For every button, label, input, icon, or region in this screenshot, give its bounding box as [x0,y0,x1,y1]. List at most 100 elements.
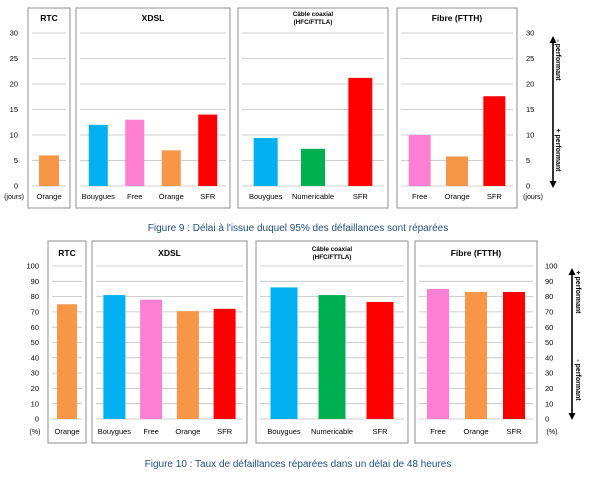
y-tick-label-left: 20 [31,384,39,393]
arrow-up-icon [549,36,557,43]
unit-label-right: (jours) [523,194,543,201]
y-tick-label-left: 70 [31,308,39,317]
category-label: Numericable [292,192,334,201]
y-tick-label-right: 50 [545,338,553,347]
category-label: Free [412,192,427,201]
category-label: Orange [159,192,184,201]
category-label: Orange [463,427,488,436]
bar-numericable [318,295,346,419]
bar-bouygues [88,124,108,186]
category-label: Orange [175,427,200,436]
bar-free [408,135,431,186]
y-tick-label-left: 10 [31,399,39,408]
y-tick-label-left: 25 [10,54,18,63]
y-tick-label-right: 60 [545,323,553,332]
category-label: SFR [487,192,503,201]
figure-10-chart: 0 0 10 10 20 20 30 30 40 40 50 50 60 60 70 70 80 80 90 90 10… [26,240,581,444]
panel-title: RTC [58,248,75,258]
y-tick-label-right: 10 [526,131,534,140]
category-label: Free [127,192,142,201]
category-label: SFR [200,192,216,201]
unit-label-left: (jours) [4,194,24,201]
unit-label-left: (%) [30,429,41,436]
category-label: SFR [373,427,389,436]
category-label: SFR [353,192,369,201]
y-tick-label-left: 15 [10,105,18,114]
figure-10-caption: Figure 10 : Taux de défaillances réparée… [145,459,452,470]
y-tick-label-left: 90 [31,277,39,286]
panel-title: Fibre (FTTH) [432,13,483,23]
bar-numericable [301,148,325,186]
panel-title: Câble coaxial [293,11,334,18]
y-tick-label-right: 5 [526,156,530,165]
y-tick-label-right: 70 [545,308,553,317]
arrow-down-icon [568,413,576,420]
category-label: Orange [54,427,79,436]
panel-title: XDSL [142,13,165,23]
category-label: Free [143,427,158,436]
y-tick-label-left: 10 [10,131,18,140]
panel-subtitle: (HFC/FTTLA) [294,19,333,26]
y-tick-label-right: 0 [545,415,549,424]
category-label: Bouygues [82,192,116,201]
bar-sfr [348,77,373,186]
y-tick-label-right: 20 [545,384,553,393]
y-tick-label-right: 40 [545,353,553,362]
unit-label-right: (%) [547,429,558,436]
category-label: SFR [507,427,523,436]
y-tick-label-left: 0 [14,182,18,191]
y-tick-label-right: 90 [545,277,553,286]
y-tick-label-left: 5 [14,156,18,165]
category-label: Orange [444,192,469,201]
bar-sfr [213,308,236,419]
y-tick-label-right: 30 [545,369,553,378]
bar-bouygues [103,295,126,419]
panel-title: Câble coaxial [312,246,353,253]
y-tick-label-left: 30 [10,29,18,38]
y-tick-label-left: 30 [31,369,39,378]
y-tick-label-left: 80 [31,292,39,301]
y-tick-label-right: 30 [526,29,534,38]
y-tick-label-left: 50 [31,338,39,347]
bar-orange [465,292,487,419]
y-tick-label-left: 40 [31,353,39,362]
panel-subtitle: (HFC/FTTLA) [313,254,352,261]
category-label: Bouygues [98,427,132,436]
performance-label-top: - performant [554,39,561,81]
arrow-up-icon [568,268,576,275]
bar-bouygues [253,138,278,186]
y-tick-label-left: 100 [26,262,39,271]
y-tick-label-right: 20 [526,80,534,89]
bar-orange [176,311,199,419]
panel-title: Fibre (FTTH) [451,248,502,258]
performance-label-bottom: - performant [574,359,581,401]
bar-orange [161,150,181,186]
bar-free [427,288,449,419]
category-label: Free [430,427,445,436]
performance-label-bottom: + performant [554,129,561,173]
bar-orange [57,304,77,419]
bar-sfr [198,114,218,186]
panel-title: RTC [40,13,57,23]
bar-free [140,299,163,419]
y-tick-label-right: 10 [545,399,553,408]
bar-sfr [483,96,506,186]
category-label: Orange [36,192,61,201]
category-label: Bouygues [249,192,283,201]
panel-title: XDSL [158,248,181,258]
y-tick-label-right: 0 [526,182,530,191]
bar-orange [446,156,468,186]
performance-label-top: + performant [574,271,581,315]
bar-free [125,119,145,186]
y-tick-label-right: 15 [526,105,534,114]
category-label: SFR [217,427,233,436]
bar-bouygues [270,287,298,419]
figure-9-caption: Figure 9 : Délai à l'issue duquel 95% de… [148,223,448,234]
bar-sfr [366,301,394,419]
figure-9-chart: 0 0 5 5 10 10 15 15 20 20 25 25 30 30 RTC Orange XDSL Bou… [4,7,561,209]
y-tick-label-right: 25 [526,54,534,63]
bar-orange [39,155,59,186]
arrow-down-icon [549,181,557,188]
category-label: Bouygues [267,427,301,436]
